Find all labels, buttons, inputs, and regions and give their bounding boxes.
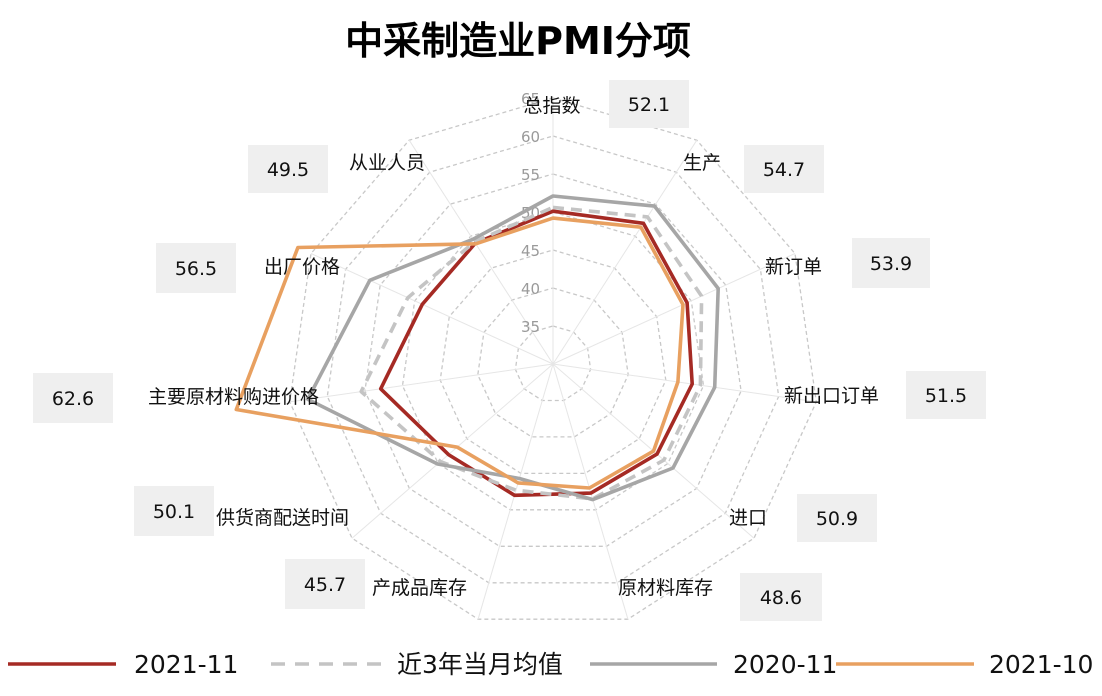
category-label: 主要原材料购进价格 [148,386,319,408]
legend-label: 近3年当月均值 [397,650,563,679]
radial-tick-label: 60 [521,128,540,146]
value-label-box [852,238,930,288]
category-label: 产成品库存 [372,577,467,599]
value-label-boxes: 52.1 54.7 53.9 51.5 50.9 48.6 45.7 50.1 62.6 56.5… [33,80,986,621]
series-line [234,216,685,490]
value-label-box [33,373,113,423]
grid-ring [439,249,667,475]
value-label-box [285,559,365,609]
legend-label: 2020-11 [733,650,837,679]
value-label-box [248,145,328,193]
value-label: 56.5 [175,258,217,280]
category-label: 生产 [683,152,721,174]
grid-ring [289,97,817,620]
value-label-box [134,486,214,536]
radar-spokes [289,98,817,620]
series-line [378,209,695,498]
category-label: 新出口订单 [784,385,879,407]
category-label: 进口 [729,507,767,529]
radial-tick-label: 40 [521,280,540,298]
radial-tick-label: 55 [521,166,540,184]
grid-spoke [310,253,554,365]
category-label: 出厂价格 [264,256,340,278]
grid-spoke [552,363,817,403]
category-label: 原材料库存 [618,577,713,599]
radial-tick-label: 35 [521,318,540,336]
category-label: 新订单 [765,256,822,278]
series-line [305,194,721,502]
grid-ring [477,287,629,438]
legend-label: 2021-11 [134,650,238,679]
radar-series [234,194,721,502]
value-label: 49.5 [267,159,309,181]
category-label: 总指数 [523,95,580,117]
value-label-box [609,80,689,128]
value-label-box [906,371,986,419]
value-label-box [797,494,877,542]
value-label: 48.6 [760,587,802,609]
value-label: 54.7 [763,159,805,181]
value-label-box [156,243,236,293]
grid-spoke [477,363,554,620]
grid-spoke [408,139,554,365]
category-label: 供货商配送时间 [216,507,349,529]
grid-spoke [552,253,796,365]
value-label-box [744,145,824,193]
grid-spoke [289,363,554,403]
grid-spoke [552,139,698,365]
radial-tick-label: 65 [521,90,540,108]
chart-title: 中采制造业PMI分项 [345,19,691,63]
value-label: 52.1 [628,94,670,116]
category-label: 从业人员 [349,152,425,174]
value-label: 50.9 [816,508,858,530]
value-label: 51.5 [925,385,967,407]
value-label: 50.1 [153,501,195,523]
legend: 2021-11 近3年当月均值 2020-11 2021-10 [8,650,1093,679]
grid-ring [514,325,592,402]
value-label: 62.6 [52,388,94,410]
grid-ring [326,135,780,584]
legend-label: 2021-10 [989,650,1093,679]
value-label: 45.7 [304,574,346,596]
radial-tick-label: 45 [521,242,540,260]
value-label: 53.9 [870,253,912,275]
value-label-box [740,573,822,621]
grid-spoke [351,363,554,539]
